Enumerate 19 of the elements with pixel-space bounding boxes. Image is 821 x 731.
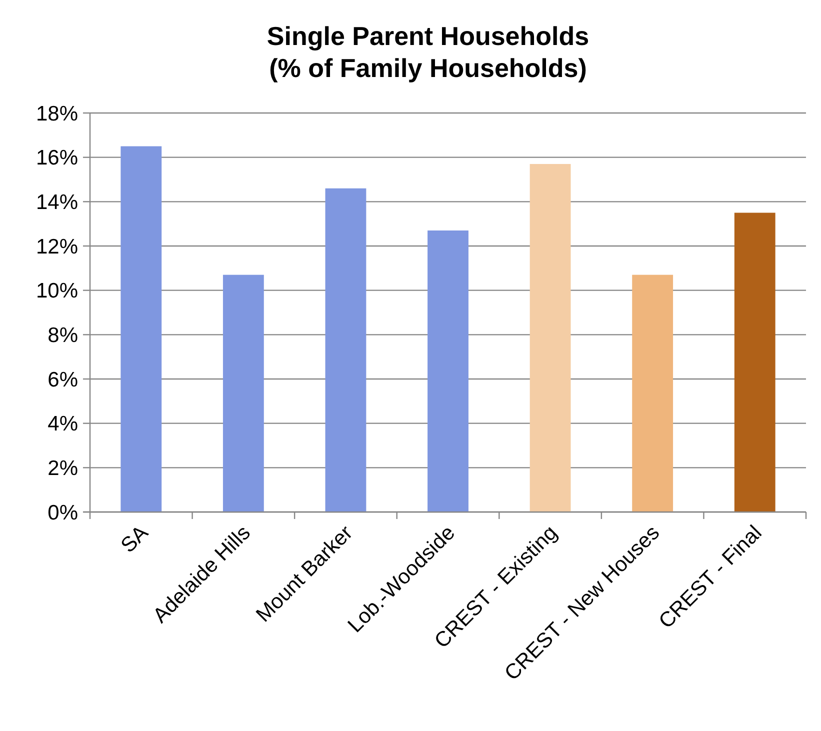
y-tick-label: 16%: [36, 146, 78, 170]
y-tick-label: 18%: [36, 102, 78, 126]
chart-title: Single Parent Households (% of Family Households): [266, 21, 590, 83]
bar: [734, 212, 776, 512]
y-tick-label: 0%: [48, 501, 78, 524]
y-tick-label: 10%: [36, 280, 78, 303]
bar: [632, 274, 674, 512]
bar: [222, 274, 264, 512]
bar: [120, 146, 162, 512]
x-tick-label: SA: [116, 521, 153, 558]
y-tick-label: 2%: [48, 457, 78, 480]
y-tick-label: 4%: [48, 412, 78, 436]
y-tick-label: 6%: [48, 368, 78, 392]
bar: [530, 164, 571, 512]
y-tick-label: 8%: [48, 324, 78, 348]
y-tick-label: 12%: [36, 235, 78, 258]
y-tick-label: 14%: [36, 191, 78, 214]
bar: [325, 188, 366, 512]
bar: [428, 230, 468, 512]
